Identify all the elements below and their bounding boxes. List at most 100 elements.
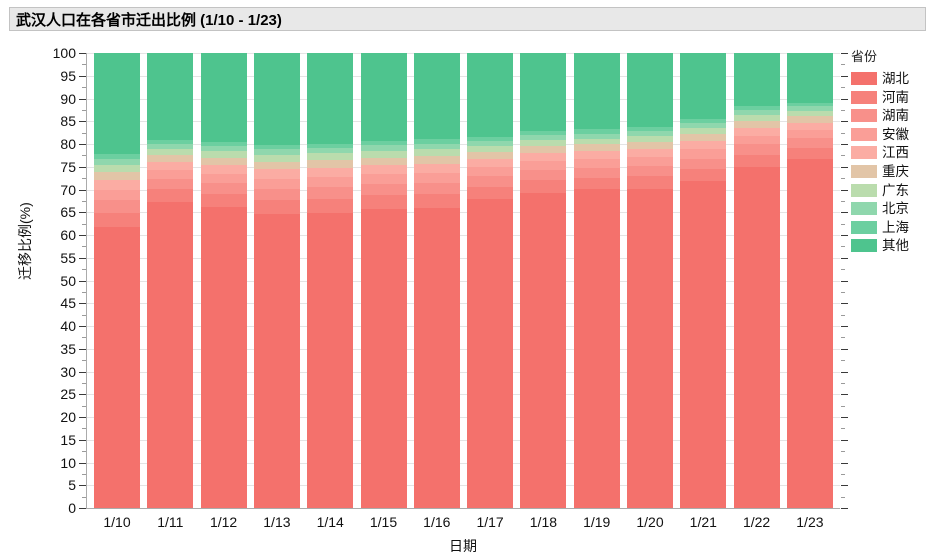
bar-segment-jiangxi[interactable] [786, 122, 833, 130]
bar-segment-guangdong[interactable] [200, 151, 247, 158]
bar-segment-shanghai[interactable] [467, 136, 514, 141]
bar-segment-guangdong[interactable] [307, 153, 354, 160]
bar-segment-hubei[interactable] [253, 214, 300, 508]
bar-segment-chongqing[interactable] [253, 161, 300, 170]
bar-segment-jiangxi[interactable] [94, 180, 140, 190]
bar-segment-beijing[interactable] [520, 135, 567, 141]
bar-segment-jiangxi[interactable] [627, 148, 673, 157]
bar-segment-jiangxi[interactable] [147, 162, 194, 171]
bar-segment-anhui[interactable] [680, 149, 727, 159]
bar-segment-beijing[interactable] [360, 145, 407, 151]
bar-segment-henan[interactable] [360, 194, 407, 209]
bar-segment-beijing[interactable] [147, 144, 194, 150]
bar-segment-anhui[interactable] [307, 176, 354, 187]
bar-segment-chongqing[interactable] [786, 116, 833, 123]
bar-segment-hubei[interactable] [680, 181, 727, 508]
bar-segment-chongqing[interactable] [520, 146, 567, 154]
bar-segment-chongqing[interactable] [627, 141, 673, 149]
bar-segment-chongqing[interactable] [307, 159, 354, 168]
bar-segment-guangdong[interactable] [573, 138, 620, 145]
bar-segment-henan[interactable] [627, 176, 673, 189]
bar-segment-hunan[interactable] [413, 182, 460, 195]
bar-segment-other[interactable] [786, 53, 833, 103]
bar-segment-guangdong[interactable] [413, 148, 460, 156]
bar-segment-other[interactable] [520, 53, 567, 132]
bar-segment-anhui[interactable] [200, 173, 247, 184]
bar-segment-anhui[interactable] [520, 161, 567, 170]
bar-segment-chongqing[interactable] [200, 157, 247, 165]
bar-segment-jiangxi[interactable] [573, 151, 620, 159]
bar-segment-hunan[interactable] [307, 186, 354, 199]
bar-segment-beijing[interactable] [94, 159, 140, 165]
bar-segment-hunan[interactable] [147, 179, 194, 190]
bar-segment-guangdong[interactable] [520, 140, 567, 147]
bar-segment-jiangxi[interactable] [253, 169, 300, 179]
legend-item-guangdong[interactable]: 广东 [851, 183, 933, 197]
bar-segment-henan[interactable] [680, 168, 727, 182]
bar-segment-hubei[interactable] [307, 212, 354, 508]
bar-segment-other[interactable] [733, 53, 780, 106]
bar-segment-hubei[interactable] [467, 199, 514, 508]
legend-item-beijing[interactable]: 北京 [851, 202, 933, 215]
bar-segment-anhui[interactable] [627, 156, 673, 166]
bar-segment-hunan[interactable] [733, 144, 780, 155]
bar-segment-hunan[interactable] [253, 188, 300, 201]
bar-segment-hunan[interactable] [94, 200, 140, 213]
bar-segment-anhui[interactable] [733, 135, 780, 145]
bar-segment-guangdong[interactable] [733, 114, 780, 121]
bar-segment-henan[interactable] [147, 189, 194, 202]
bar-segment-henan[interactable] [253, 200, 300, 215]
bar-segment-henan[interactable] [786, 147, 833, 159]
bar-segment-guangdong[interactable] [360, 150, 407, 158]
bar-segment-chongqing[interactable] [573, 144, 620, 152]
bar-segment-hubei[interactable] [360, 208, 407, 508]
bar-segment-chongqing[interactable] [94, 172, 140, 181]
bar-segment-hunan[interactable] [786, 138, 833, 148]
bar-segment-other[interactable] [627, 53, 673, 127]
bar-segment-anhui[interactable] [573, 158, 620, 168]
bar-segment-other[interactable] [200, 53, 247, 143]
bar-segment-shanghai[interactable] [520, 131, 567, 136]
bar-segment-jiangxi[interactable] [520, 153, 567, 162]
bar-segment-hunan[interactable] [200, 183, 247, 194]
bar-segment-henan[interactable] [733, 154, 780, 168]
bar-segment-jiangxi[interactable] [733, 127, 780, 136]
bar-segment-shanghai[interactable] [413, 139, 460, 144]
bar-segment-hubei[interactable] [733, 167, 780, 508]
bar-segment-guangdong[interactable] [627, 135, 673, 142]
bar-segment-other[interactable] [147, 53, 194, 141]
bar-segment-jiangxi[interactable] [307, 167, 354, 177]
bar-segment-henan[interactable] [520, 180, 567, 193]
bar-segment-henan[interactable] [94, 212, 140, 228]
bar-segment-guangdong[interactable] [253, 154, 300, 162]
bar-segment-jiangxi[interactable] [360, 164, 407, 174]
bar-segment-shanghai[interactable] [200, 142, 247, 147]
bar-segment-chongqing[interactable] [733, 120, 780, 128]
bar-segment-beijing[interactable] [786, 106, 833, 111]
bar-segment-hubei[interactable] [520, 192, 567, 508]
bar-segment-other[interactable] [307, 53, 354, 144]
legend-item-chongqing[interactable]: 重庆 [851, 165, 933, 178]
bar-segment-hunan[interactable] [680, 158, 727, 169]
bar-segment-beijing[interactable] [307, 147, 354, 154]
bar-segment-anhui[interactable] [253, 178, 300, 189]
legend-item-henan[interactable]: 河南 [851, 90, 933, 104]
bar-segment-anhui[interactable] [786, 129, 833, 139]
bar-segment-hunan[interactable] [360, 183, 407, 195]
bar-segment-shanghai[interactable] [253, 144, 300, 150]
bar-segment-beijing[interactable] [413, 143, 460, 149]
legend-item-anhui[interactable]: 安徽 [851, 128, 933, 141]
bar-segment-other[interactable] [253, 53, 300, 145]
bar-segment-anhui[interactable] [467, 167, 514, 177]
bar-segment-hubei[interactable] [200, 207, 247, 508]
bar-segment-hunan[interactable] [467, 176, 514, 187]
legend-item-hunan[interactable]: 湖南 [851, 109, 933, 122]
bar-segment-anhui[interactable] [94, 189, 140, 201]
bar-segment-shanghai[interactable] [733, 105, 780, 110]
bar-segment-shanghai[interactable] [680, 118, 727, 124]
bar-segment-hunan[interactable] [627, 165, 673, 177]
bar-segment-beijing[interactable] [627, 130, 673, 136]
bar-segment-beijing[interactable] [253, 149, 300, 155]
legend-item-other[interactable]: 其他 [851, 239, 933, 253]
bar-segment-beijing[interactable] [680, 123, 727, 129]
